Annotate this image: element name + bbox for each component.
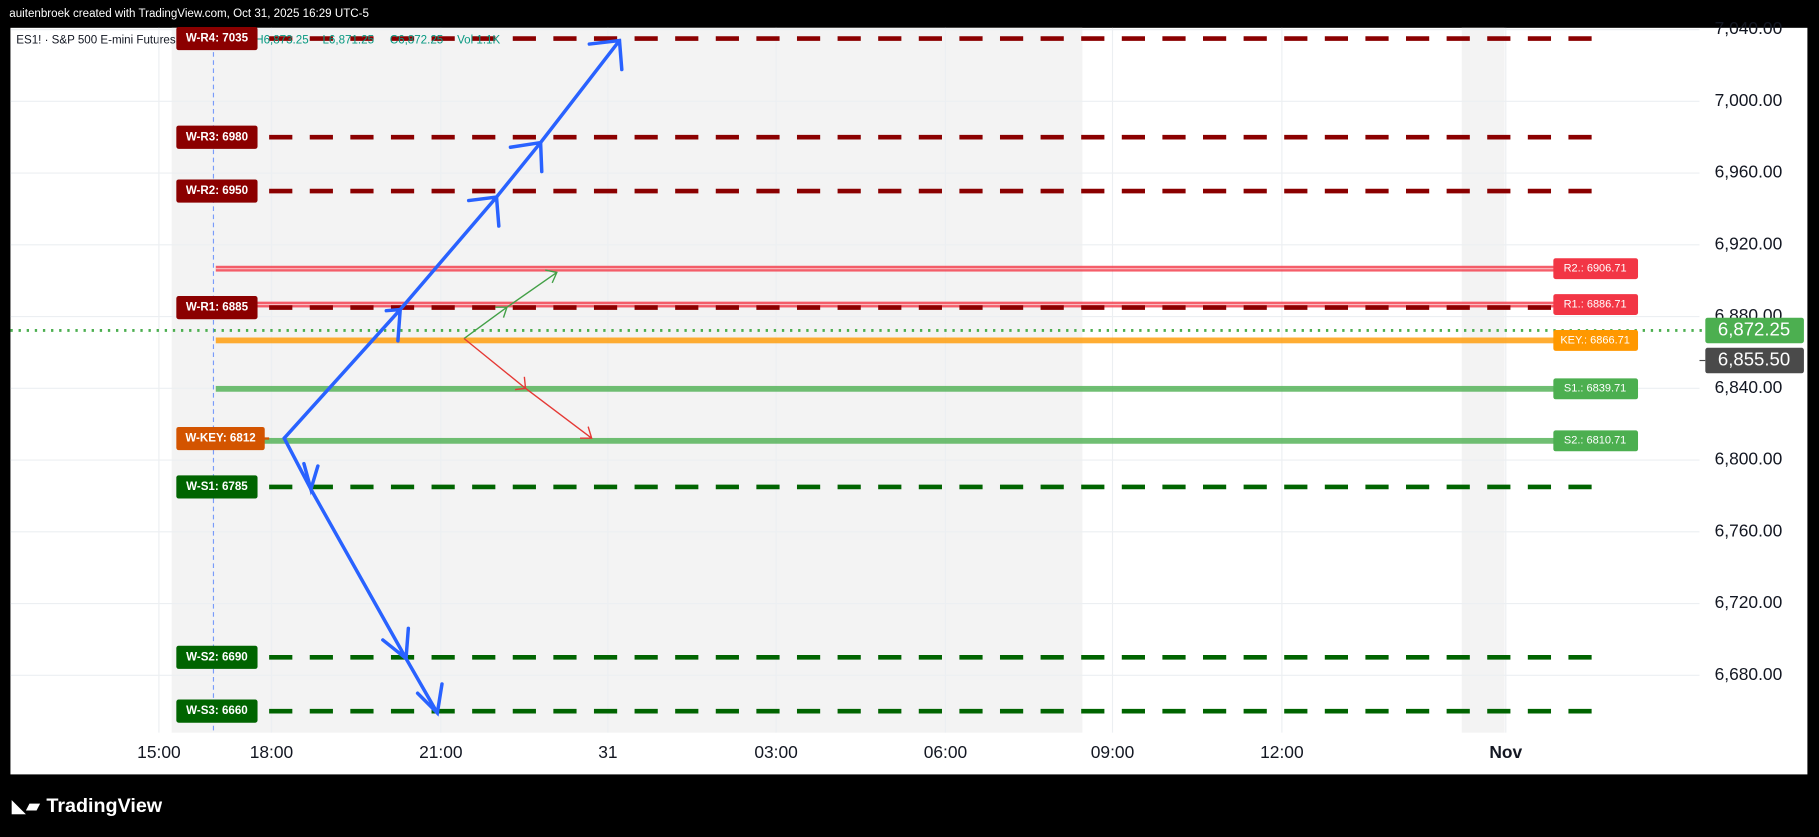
daily-level-label: S1.: 6839.71 xyxy=(1564,383,1626,395)
x-tick-label: 31 xyxy=(598,742,617,762)
weekly-level-label: W-R4: 7035 xyxy=(186,33,249,45)
y-tick-label: 6,920.00 xyxy=(1715,233,1783,253)
weekly-level-label: W-KEY: 6812 xyxy=(185,433,255,445)
arrow xyxy=(463,269,558,340)
weekly-level-badge xyxy=(176,179,258,203)
y-tick-label: 6,840.00 xyxy=(1715,377,1783,397)
y-tick-label: 6,960.00 xyxy=(1715,162,1783,182)
x-tick-label: 15:00 xyxy=(137,742,180,762)
daily-level-label: S2.: 6810.71 xyxy=(1564,435,1626,447)
weekly-level-badge xyxy=(176,699,258,723)
y-tick-label: 6,680.00 xyxy=(1715,664,1783,684)
y-tick-label: 7,000.00 xyxy=(1715,90,1783,110)
daily-level-label: R2.: 6906.71 xyxy=(1564,263,1627,275)
y-tick-label: 7,040.00 xyxy=(1715,18,1783,38)
ohlc-value: C6,872.25 xyxy=(390,35,443,47)
weekly-level-badge xyxy=(176,296,258,320)
daily-level-badge xyxy=(1553,378,1639,400)
x-tick-label: 03:00 xyxy=(754,742,797,762)
daily-level-badge xyxy=(1553,294,1639,315)
price-badge-label: 6,872.25 xyxy=(1718,318,1790,339)
weekly-level-label: W-R1: 6885 xyxy=(186,302,249,314)
weekly-level-label: W-R2: 6950 xyxy=(186,185,248,197)
arrow xyxy=(463,337,593,439)
weekly-level-label: W-R3: 6980 xyxy=(186,131,248,143)
daily-level xyxy=(215,437,1636,444)
x-tick-label: 21:00 xyxy=(419,742,462,762)
weekly-level-label: W-S2: 6690 xyxy=(186,651,248,663)
arrow xyxy=(538,38,624,145)
daily-level xyxy=(215,385,1636,392)
brand-logo: ◣▰ xyxy=(12,795,41,816)
labels: O6,871.75H6,873.25L6,871.25C6,872.25Vol … xyxy=(137,18,1804,762)
daily-level-badge xyxy=(1553,430,1639,452)
daily-level-badge xyxy=(1553,329,1639,351)
weekly-level-badge xyxy=(176,475,258,499)
price-badge xyxy=(1705,317,1804,344)
small-arrows xyxy=(463,269,593,439)
x-tick-label: 09:00 xyxy=(1091,742,1134,762)
daily-level-label: KEY.: 6866.71 xyxy=(1560,334,1630,346)
attribution: auitenbroek created with TradingView.com… xyxy=(9,8,369,20)
ohlc-value: H6,873.25 xyxy=(255,35,308,47)
footer xyxy=(1,776,1818,837)
arrow xyxy=(404,656,444,717)
x-tick-label: 18:00 xyxy=(250,742,293,762)
session-shade xyxy=(171,27,1083,733)
weekly-level-badge xyxy=(176,426,265,451)
daily-level-badge xyxy=(1553,258,1639,280)
x-tick-label: 12:00 xyxy=(1260,742,1303,762)
weekly-level-label: W-S1: 6785 xyxy=(186,481,248,493)
price-badge-label: 6,855.50 xyxy=(1718,348,1790,369)
weekly-level-badge xyxy=(176,26,258,51)
weekly-level-badge xyxy=(176,645,258,669)
weekly-level-badge xyxy=(176,125,258,149)
x-tick-label: Nov xyxy=(1489,742,1522,762)
drawing-arrows xyxy=(282,38,624,717)
daily-level xyxy=(215,337,1636,344)
ohlc-value: L6,871.25 xyxy=(323,35,375,47)
price-badge xyxy=(1705,347,1804,374)
session-shade xyxy=(1461,27,1505,733)
symbol: ES1! · S&P 500 E-mini Futures xyxy=(16,35,176,47)
brand: TradingView xyxy=(46,795,162,817)
y-tick-label: 6,800.00 xyxy=(1715,449,1783,469)
ohlc-value: Vol 1.1K xyxy=(457,35,500,47)
weekly-level-label: W-S3: 6660 xyxy=(186,705,248,717)
marks xyxy=(10,36,1706,714)
daily-level-label: R1.: 6886.71 xyxy=(1564,298,1627,310)
x-tick-label: 06:00 xyxy=(924,742,967,762)
y-tick-label: 6,720.00 xyxy=(1715,592,1783,612)
y-tick-label: 6,760.00 xyxy=(1715,520,1783,540)
